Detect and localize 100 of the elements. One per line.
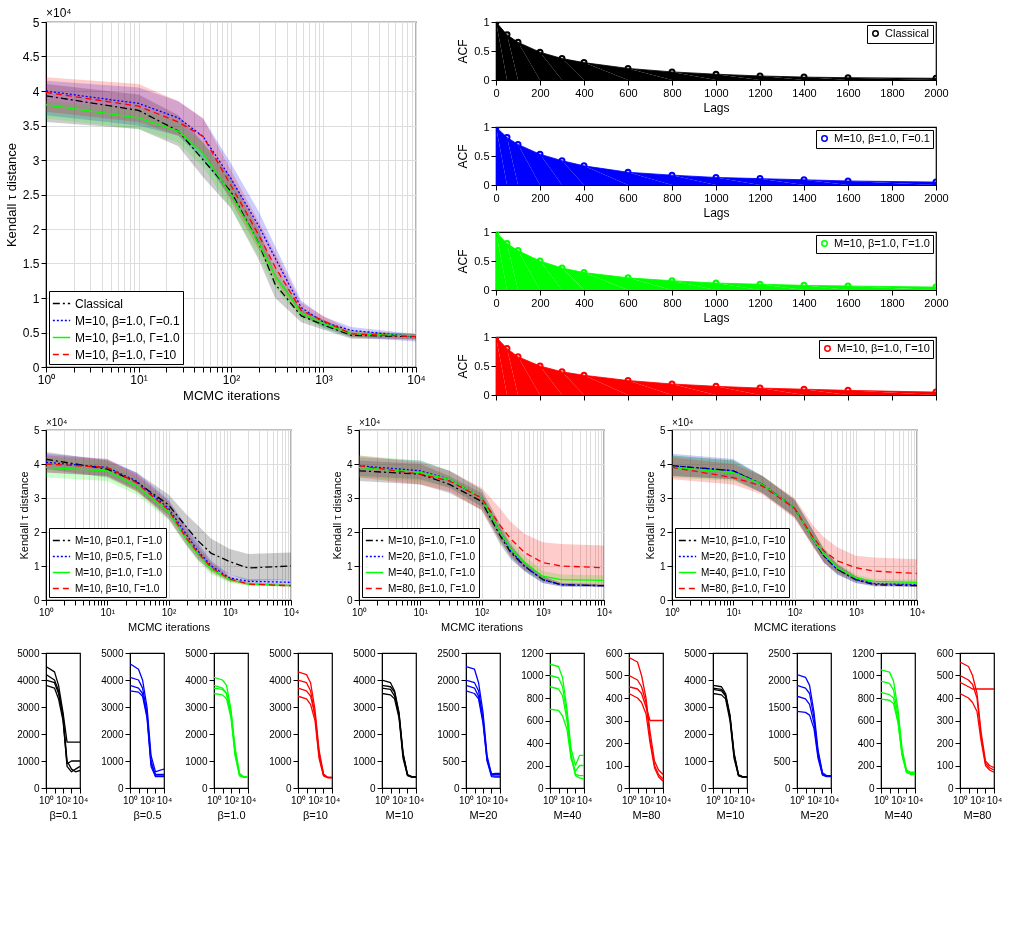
x-tick-label: 10⁰ [873, 794, 890, 806]
y-tick-label: 200 [857, 760, 875, 771]
x-tick-label: 1600 [836, 296, 861, 309]
y-tick-label: 400 [857, 737, 875, 749]
x-axis-title: M=40 [884, 808, 913, 821]
y-tick-label: 4 [346, 458, 353, 470]
y-tick-label: 0.5 [22, 326, 40, 340]
x-tick-label: 1200 [748, 191, 773, 204]
x-tick-label: 10³ [315, 372, 333, 387]
x-tick-label: 10² [807, 794, 823, 806]
y-axis-title: ACF [456, 39, 471, 64]
y-axis-title: Kendall τ distance [3, 142, 19, 248]
y-tick-label: 0 [369, 782, 376, 794]
x-tick-label: 10⁴ [986, 794, 1003, 806]
x-tick-label: 1400 [792, 296, 817, 309]
x-tick-label: 10² [308, 794, 324, 806]
x-axis-title: M=10 [716, 808, 745, 821]
y-axis-title: Kendall τ distance [330, 471, 343, 560]
y-tick-label: 4000 [185, 674, 208, 686]
y-tick-label: 2.5 [22, 188, 40, 202]
x-tick-label: 10² [560, 794, 576, 806]
y-axis-title: ACF [456, 354, 471, 379]
y-axis-title: ACF [456, 144, 471, 169]
x-tick-label: 10⁴ [72, 794, 89, 806]
x-tick-label: 1000 [704, 86, 729, 99]
legend-label: M=10, β=1.0, Γ=10 [75, 347, 177, 362]
x-tick-label: 10² [787, 606, 803, 618]
y-tick-label: 1000 [185, 755, 208, 767]
y-tick-label: 1000 [269, 755, 292, 767]
x-axis-title: MCMC iterations [183, 387, 281, 403]
y-tick-label: 3000 [17, 701, 40, 713]
y-tick-label: 2 [659, 526, 666, 538]
x-tick-label: 10² [392, 794, 408, 806]
x-tick-label: 10⁰ [374, 794, 391, 806]
y-tick-label: 2000 [269, 728, 292, 740]
x-axis-title: Lags [703, 310, 730, 325]
x-tick-label: 0 [493, 86, 500, 99]
y-tick-label: 500 [773, 755, 791, 767]
y-tick-label: 0 [868, 782, 875, 794]
x-tick-label: 10³ [536, 606, 552, 618]
text: ×10⁴ [46, 417, 68, 428]
y-tick-label: 600 [605, 647, 623, 659]
x-tick-label: 1800 [880, 86, 905, 99]
legend-label: M=80, β=1.0, Γ=10 [701, 582, 786, 594]
y-tick-label: 0 [947, 782, 954, 794]
text: ×10⁴ [359, 417, 381, 428]
y-tick-label: 5 [32, 15, 40, 30]
y-tick-label: 300 [605, 715, 623, 726]
y-tick-label: 1 [33, 560, 40, 572]
legend-label: M=10, β=1.0, Γ=0.1 [75, 313, 180, 328]
y-tick-label: 4 [659, 458, 666, 470]
x-tick-label: 10⁰ [621, 794, 638, 806]
y-tick-label: 2500 [768, 647, 791, 659]
y-tick-label: 0 [33, 782, 40, 794]
x-tick-label: 10⁰ [38, 606, 55, 618]
x-tick-label: 10² [161, 606, 177, 618]
x-tick-label: 10⁴ [907, 794, 924, 806]
x-tick-label: 10⁰ [122, 794, 139, 806]
y-tick-label: 1500 [437, 701, 460, 713]
y-tick-label: 4 [32, 84, 40, 99]
x-axis-title: MCMC iterations [754, 620, 837, 633]
x-axis-title: β=10 [303, 808, 328, 821]
y-tick-label: 0 [483, 283, 490, 296]
y-tick-label: 0.5 [474, 44, 490, 57]
y-tick-label: 2 [33, 526, 40, 538]
y-tick-label: 2500 [437, 647, 460, 659]
y-tick-label: 1 [659, 560, 666, 572]
y-tick-label: 4000 [101, 674, 124, 686]
y-tick-label: 1000 [437, 728, 460, 740]
x-tick-label: 0 [493, 191, 500, 204]
y-tick-label: 1 [483, 120, 490, 133]
y-tick-label: 2000 [185, 728, 208, 740]
x-tick-label: 10⁴ [283, 606, 300, 618]
y-tick-label: 1000 [101, 755, 124, 767]
x-axis-title: M=80 [963, 808, 992, 821]
x-tick-label: 10² [891, 794, 907, 806]
y-tick-label: 3 [33, 492, 40, 504]
x-tick-label: 10⁴ [240, 794, 257, 806]
x-tick-label: 10¹ [130, 372, 148, 387]
y-tick-label: 1200 [852, 647, 875, 659]
y-tick-label: 0 [784, 782, 791, 794]
y-tick-label: 1000 [521, 670, 544, 681]
y-tick-label: 0.5 [474, 149, 490, 162]
y-tick-label: 0 [32, 360, 40, 375]
x-axis-title: M=80 [632, 808, 661, 821]
x-tick-label: 10⁰ [206, 794, 223, 806]
x-tick-label: 10⁰ [458, 794, 475, 806]
y-tick-label: 2 [346, 526, 353, 538]
x-tick-label: 10⁴ [407, 372, 426, 387]
y-tick-label: 4000 [353, 674, 376, 686]
x-axis-title: Lags [703, 100, 730, 115]
y-tick-label: 100 [605, 760, 623, 771]
x-tick-label: 1600 [836, 86, 861, 99]
y-tick-label: 3000 [353, 701, 376, 713]
x-tick-label: 10² [639, 794, 655, 806]
x-axis-title: M=40 [553, 808, 582, 821]
y-tick-label: 4000 [684, 674, 707, 686]
x-axis-title: β=1.0 [217, 808, 246, 821]
x-tick-label: 10⁰ [664, 606, 681, 618]
legend-label: M=10, β=1.0, Γ=10 [701, 534, 786, 546]
